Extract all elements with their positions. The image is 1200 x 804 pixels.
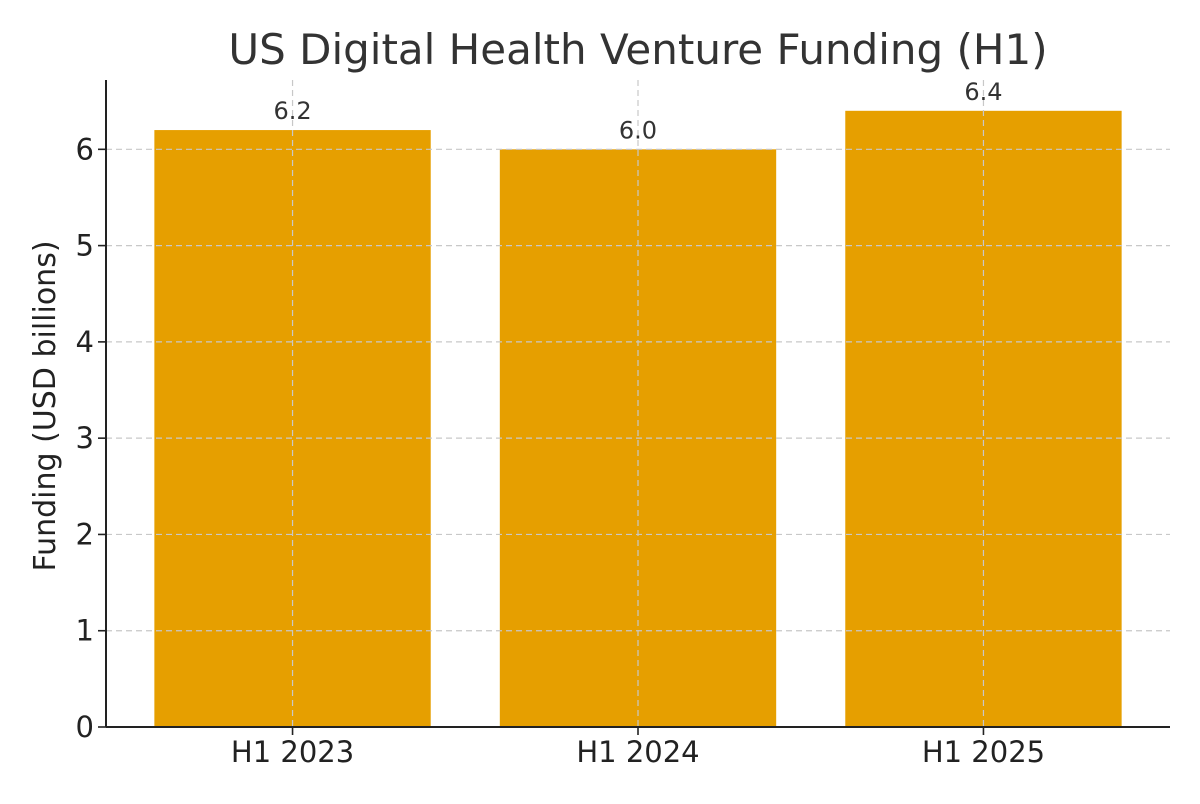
y-tick-label: 1 <box>76 614 94 648</box>
data-labels: 6.2 6.0 6.4 <box>273 78 1002 145</box>
y-tick-label: 0 <box>76 710 94 744</box>
y-tick-label: 3 <box>76 421 94 455</box>
y-axis-label: Funding (USD billions) <box>28 240 63 571</box>
x-tick-label: H1 2023 <box>231 735 354 769</box>
grid-lines <box>106 80 1170 727</box>
x-tick-label: H1 2025 <box>922 735 1045 769</box>
y-tick-label: 6 <box>76 132 94 166</box>
y-tick-label: 5 <box>76 229 94 263</box>
y-tick-label: 2 <box>76 517 94 551</box>
axes: 0 1 2 3 4 5 6 H1 2023 H1 2024 H1 2025 <box>76 80 1170 769</box>
chart-title: US Digital Health Venture Funding (H1) <box>228 25 1047 74</box>
data-label: 6.2 <box>273 97 311 125</box>
x-tick-label: H1 2024 <box>576 735 699 769</box>
bar <box>154 130 431 727</box>
data-label: 6.0 <box>619 116 657 144</box>
data-label: 6.4 <box>964 78 1002 106</box>
y-tick-label: 4 <box>76 325 94 359</box>
